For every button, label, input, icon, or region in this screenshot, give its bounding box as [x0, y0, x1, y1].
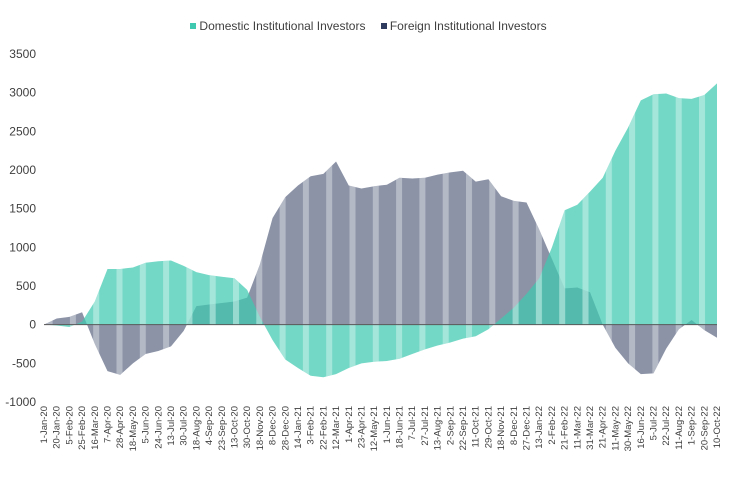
x-tick-label: 11-Aug-22: [674, 406, 685, 450]
legend-item-domestic[interactable]: Domestic Institutional Investors: [190, 19, 365, 33]
x-tick-label: 5-Jun-20: [141, 406, 152, 444]
x-tick-label: 30-Oct-20: [242, 406, 253, 448]
x-tick-label: 31-Mar-22: [585, 406, 596, 450]
y-tick-label: 500: [16, 279, 36, 293]
y-tick-label: -1000: [5, 395, 36, 409]
y-tick-label: 1000: [9, 240, 36, 254]
x-tick-label: 22-Sep-21: [458, 406, 469, 450]
x-tick-label: 28-Dec-20: [280, 406, 291, 450]
x-tick-label: 22-Jul-22: [661, 406, 672, 446]
y-tick-label: 1500: [9, 202, 36, 216]
x-tick-label: 1-Jun-21: [382, 406, 393, 444]
x-tick-label: 12-May-21: [369, 406, 380, 451]
x-tick-label: 7-Apr-20: [102, 406, 113, 443]
x-tick-label: 28-Apr-20: [115, 406, 126, 448]
y-tick-label: 2500: [9, 124, 36, 138]
y-tick-label: -500: [12, 356, 36, 370]
x-tick-label: 3-Feb-21: [306, 406, 317, 445]
x-tick-label: 18-Nov-21: [496, 406, 507, 450]
y-tick-label: 3500: [9, 47, 36, 61]
x-tick-label: 21-Apr-22: [598, 406, 609, 448]
x-tick-label: 2-Sep-21: [445, 406, 456, 445]
x-tick-label: 14-Jan-21: [293, 406, 304, 449]
y-axis: -1000 -500 0 500 1000 1500 2000 2500 3000 3500: [5, 47, 36, 409]
x-tick-label: 18-Jun-21: [395, 406, 406, 449]
x-tick-label: 1-Apr-21: [344, 406, 355, 443]
x-tick-label: 23-Apr-21: [356, 406, 367, 448]
x-axis: 1-Jan-20 20-Jan-20 5-Feb-20 25-Feb-20 16-Mar…: [39, 406, 723, 451]
x-tick-label: 23-Sep-20: [217, 406, 228, 450]
domestic-area-stripes: [44, 83, 717, 378]
legend: Domestic Institutional Investors Foreign…: [0, 19, 737, 33]
x-tick-label: 5-Jul-22: [649, 406, 660, 440]
x-tick-label: 22-Feb-21: [318, 406, 329, 450]
legend-label-foreign: Foreign Institutional Investors: [389, 19, 547, 33]
x-tick-label: 1-Sep-22: [687, 406, 698, 445]
x-tick-label: 21-Feb-22: [560, 406, 571, 450]
legend-swatch-domestic: [190, 23, 197, 29]
x-tick-label: 13-Jan-22: [534, 406, 545, 449]
x-tick-label: 30-May-22: [623, 406, 634, 451]
y-tick-label: 2000: [9, 163, 36, 177]
x-tick-label: 18-Aug-20: [191, 406, 202, 450]
x-tick-label: 20-Sep-22: [699, 406, 710, 450]
x-tick-label: 8-Dec-20: [268, 406, 279, 445]
y-tick-label: 3000: [9, 86, 36, 100]
x-tick-label: 27-Jul-21: [420, 406, 431, 446]
x-tick-label: 13-Oct-20: [229, 406, 240, 448]
x-tick-label: 7-Jul-21: [407, 406, 418, 440]
x-tick-label: 10-Oct-22: [712, 406, 723, 448]
x-tick-label: 16-Mar-20: [90, 406, 101, 450]
legend-item-foreign[interactable]: Foreign Institutional Investors: [380, 19, 547, 33]
x-tick-label: 8-Dec-21: [509, 406, 520, 445]
x-tick-label: 4-Sep-20: [204, 406, 215, 445]
x-tick-label: 12-Mar-21: [331, 406, 342, 450]
legend-label-domestic: Domestic Institutional Investors: [199, 19, 366, 33]
legend-swatch-foreign: [380, 23, 387, 29]
x-tick-label: 13-Aug-21: [433, 406, 444, 450]
x-tick-label: 18-May-20: [128, 406, 139, 451]
x-tick-label: 11-May-22: [610, 406, 621, 451]
x-tick-label: 13-Jul-20: [166, 406, 177, 446]
x-tick-label: 5-Feb-20: [64, 406, 75, 445]
x-tick-label: 1-Jan-20: [39, 406, 50, 444]
x-tick-label: 29-Oct-21: [483, 406, 494, 448]
x-tick-label: 2-Feb-22: [547, 406, 558, 445]
x-tick-label: 18-Nov-20: [255, 406, 266, 450]
y-tick-label: 0: [29, 318, 36, 332]
x-tick-label: 27-Dec-21: [522, 406, 533, 450]
x-tick-label: 30-Jul-20: [179, 406, 190, 446]
x-tick-label: 20-Jan-20: [52, 406, 63, 449]
x-tick-label: 25-Feb-20: [77, 406, 88, 450]
x-tick-label: 11-Mar-22: [572, 406, 583, 449]
x-tick-label: 16-Jun-22: [636, 406, 647, 449]
x-tick-label: 11-Oct-21: [471, 406, 482, 448]
x-tick-label: 24-Jun-20: [153, 406, 164, 449]
plot-area: [43, 83, 718, 378]
